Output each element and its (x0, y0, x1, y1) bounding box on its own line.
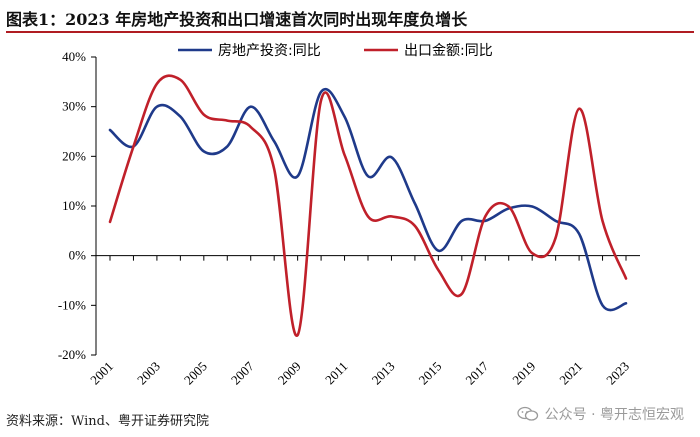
y-tick-label: 20% (62, 148, 86, 163)
x-tick-label: 2015 (415, 359, 444, 388)
source-note: 资料来源：Wind、粤开证券研究院 (6, 414, 209, 429)
axes (95, 57, 640, 355)
x-tick-label: 2021 (556, 359, 585, 388)
y-axis-ticks: -20% -10% 0% 10% 20% 30% 40% (58, 49, 96, 362)
x-tick-label: 2023 (603, 359, 632, 388)
x-tick-label: 2013 (369, 359, 398, 388)
watermark-text: 公众号 · 粤开志恒宏观 (544, 407, 684, 423)
legend-label-1: 房地产投资:同比 (218, 43, 321, 59)
line-chart: -20%-10%0%10%20%30%40% 2001 2003 2005 2007 2… (58, 43, 640, 388)
x-tick-label: 2001 (87, 359, 116, 388)
x-tick-label: 2005 (181, 359, 210, 388)
legend-label-2: 出口金额:同比 (404, 43, 493, 59)
x-tick-label: 2009 (275, 359, 304, 388)
y-tick-label: 30% (62, 99, 86, 114)
y-tick-label: 0% (69, 248, 87, 263)
y-tick-label: 40% (62, 49, 86, 64)
x-tick-label: 2011 (322, 359, 351, 388)
legend: 房地产投资:同比 出口金额:同比 (178, 43, 493, 59)
x-axis-ticks: 2001 2003 2005 2007 2009 2011 2013 2015 2017 2019… (87, 255, 632, 388)
x-tick-label: 2017 (462, 358, 491, 387)
x-tick-label: 2019 (509, 359, 538, 388)
y-tick-label: -10% (58, 297, 86, 312)
chart-title: 图表1：2023 年房地产投资和出口增速首次同时出现年度负增长 (6, 10, 468, 29)
x-tick-label: 2007 (228, 358, 257, 387)
x-tick-label: 2003 (134, 359, 163, 388)
series-line-1 (108, 88, 628, 312)
series-line-2 (108, 74, 628, 337)
watermark: 公众号 · 粤开志恒宏观 (516, 404, 684, 424)
y-tick-label: -20% (58, 347, 86, 362)
y-tick-label: 10% (62, 198, 86, 213)
wechat-icon (516, 406, 538, 421)
series-lines (108, 74, 628, 337)
title-divider (6, 31, 694, 33)
